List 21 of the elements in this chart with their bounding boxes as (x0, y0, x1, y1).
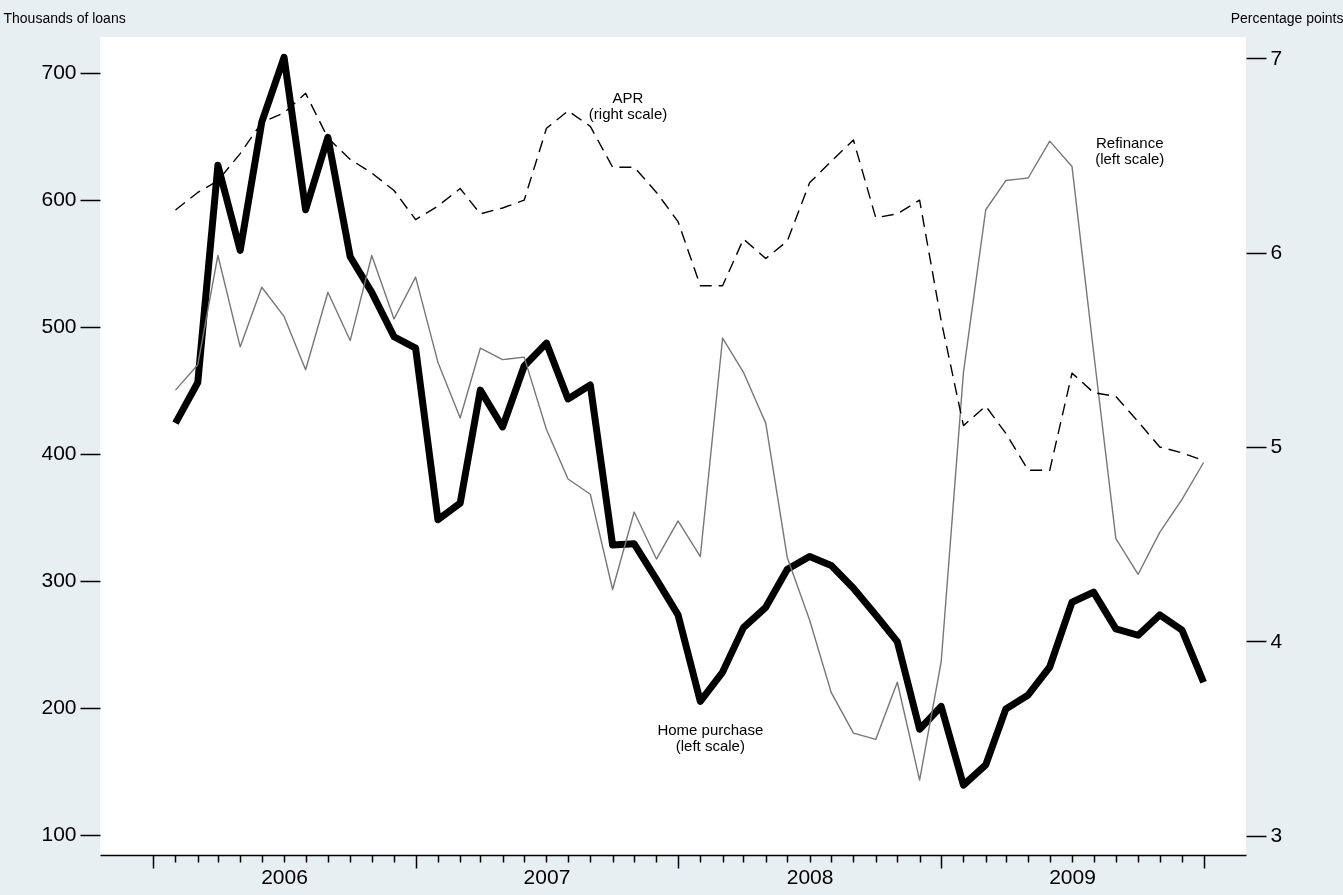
series-label: APR (right scale) (588, 88, 668, 122)
y-tick-label: 200 (41, 695, 77, 719)
text: Home purchase (left scale) (657, 721, 764, 755)
y-tick-label: 700 (41, 60, 77, 84)
y2-tick-label: 5 (1270, 434, 1283, 458)
y2-tick-label: 4 (1270, 628, 1283, 652)
y2-tick-label: 6 (1270, 240, 1283, 264)
y-tick-label: 500 (41, 314, 77, 338)
x-tick-label: 2007 (523, 864, 571, 888)
x-tick-label: 2008 (786, 864, 834, 888)
x-tick-label: 2006 (261, 864, 308, 888)
y-tick-label: 600 (41, 187, 77, 211)
y2-tick-label: 7 (1270, 45, 1283, 69)
y-tick-label: 300 (41, 568, 77, 592)
x-tick-label: 2009 (1049, 864, 1096, 888)
y-axis-title: Thousands of loans (3, 9, 126, 26)
series-label: Refinance (left scale) (1095, 134, 1165, 168)
y2-axis-title: Percentage points (1230, 9, 1343, 26)
y2-tick-label: 3 (1270, 823, 1283, 847)
y-tick-label: 400 (41, 441, 77, 465)
y-tick-label: 100 (41, 822, 77, 846)
